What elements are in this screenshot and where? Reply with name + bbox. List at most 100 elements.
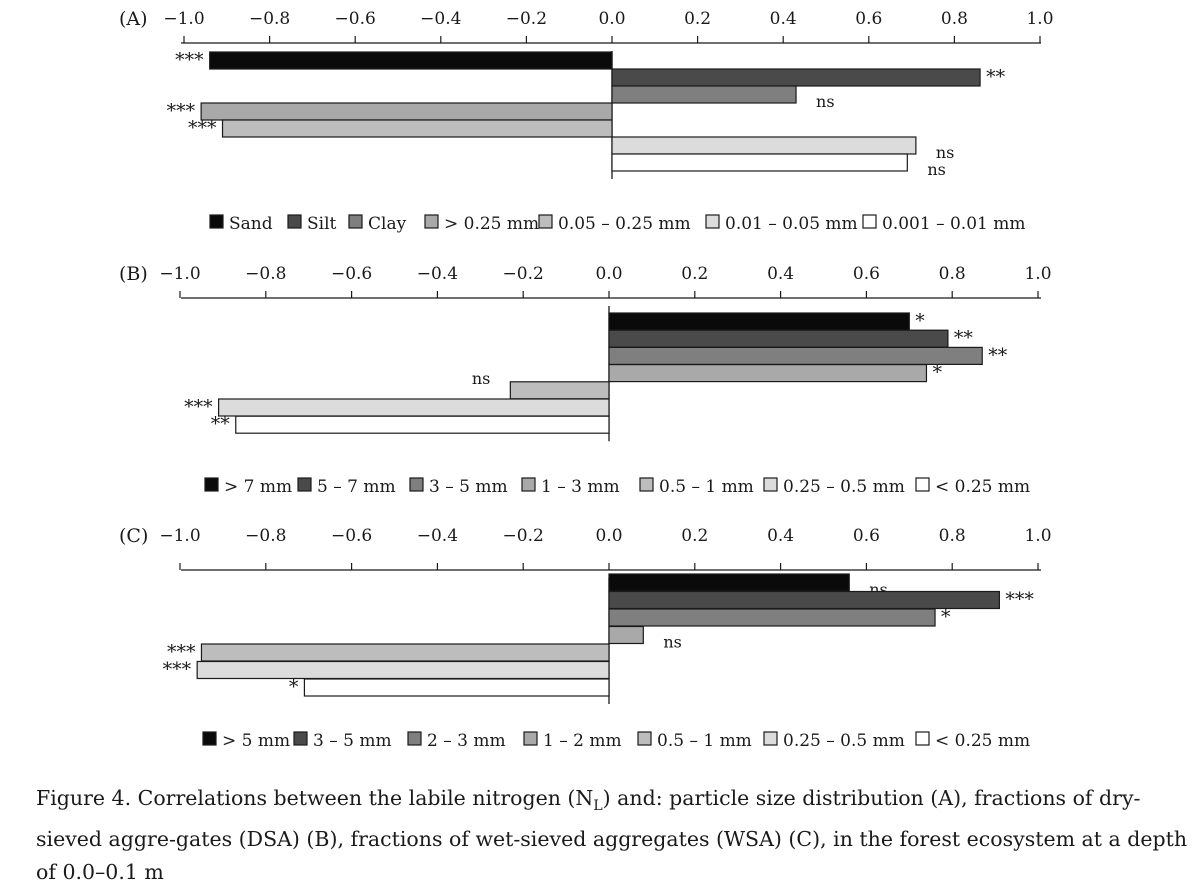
significance-label: ** (988, 344, 1008, 366)
significance-label: * (941, 606, 951, 628)
panel-label: (B) (119, 263, 148, 285)
significance-label: ns (816, 92, 835, 111)
caption-suffix: ) and: particle size distribution (A), f… (36, 786, 1188, 885)
bar (608, 312, 910, 331)
bar (509, 381, 610, 400)
x-tick-label: −0.4 (417, 264, 458, 284)
panel-label: (C) (119, 525, 148, 547)
legend-swatch (763, 731, 778, 746)
bar (608, 573, 850, 592)
bar (218, 398, 610, 417)
significance-label: *** (188, 117, 217, 139)
significance-label: ** (986, 66, 1006, 88)
bar (608, 346, 983, 365)
bar (200, 102, 613, 121)
legend-swatch (915, 731, 930, 746)
legend-swatch (204, 477, 219, 492)
bar (209, 51, 613, 70)
x-tick-label: −1.0 (159, 526, 200, 546)
significance-label: *** (1005, 589, 1034, 611)
legend-label: Sand (229, 214, 273, 234)
bar (611, 136, 917, 155)
bar (196, 660, 610, 680)
significance-label: *** (163, 659, 192, 681)
bar (221, 119, 613, 138)
legend-swatch (202, 731, 217, 746)
bar (608, 364, 928, 383)
caption-subscript: L (593, 798, 603, 815)
x-tick-label: −0.6 (335, 9, 376, 29)
significance-label: *** (167, 100, 196, 122)
panel-b: (B) −1.0 −0.8 −0.6 −0.4 −0.2 0.0 0.2 0.4 0.6 0.8 1.… (119, 263, 1052, 497)
legend-swatch (862, 214, 877, 229)
x-tick-label: 0.0 (598, 9, 625, 29)
bar (608, 329, 949, 348)
x-tick-label: 0.2 (681, 526, 708, 546)
significance-label: ns (663, 633, 682, 652)
legend-swatch (293, 731, 308, 746)
x-tick-label: 0.6 (855, 9, 882, 29)
x-tick-label: −0.8 (245, 264, 286, 284)
legend-swatch (521, 477, 536, 492)
x-tick-label: −0.4 (420, 9, 461, 29)
x-tick-label: −1.0 (159, 264, 200, 284)
legend-swatch (424, 214, 439, 229)
x-tick-label: 0.8 (941, 9, 968, 29)
x-tick-label: 0.0 (595, 526, 622, 546)
bar (303, 678, 610, 697)
legend-label: 0.05 – 0.25 mm (558, 214, 691, 234)
legend-swatch (348, 214, 363, 229)
significance-label: ** (211, 413, 231, 435)
x-tick-label: 1.0 (1024, 264, 1051, 284)
legend-label: 1 – 3 mm (541, 477, 620, 497)
panel-c: (C) −1.0 −0.8 −0.6 −0.4 −0.2 0.0 0.2 0.4 0.6 0.8 1.… (119, 525, 1052, 751)
panel-a: (A) −1.0 −0.8 −0.6 −0.4 −0.2 0.0 0.2 0.4 0.6 0.8 1.… (119, 8, 1054, 234)
legend-label: 3 – 5 mm (313, 731, 392, 751)
significance-label: ns (927, 160, 946, 179)
legend-swatch (705, 214, 720, 229)
caption-prefix: Figure 4. Correlations between the labil… (36, 786, 594, 810)
legend-swatch (915, 477, 930, 492)
legend-label: > 5 mm (222, 731, 290, 751)
x-tick-label: −0.2 (503, 526, 544, 546)
figure-caption: Figure 4. Correlations between the labil… (36, 782, 1196, 889)
significance-label: ** (954, 327, 974, 349)
bar (200, 643, 610, 662)
significance-label: * (915, 310, 925, 332)
legend-label: > 0.25 mm (444, 214, 539, 234)
figure: (A) −1.0 −0.8 −0.6 −0.4 −0.2 0.0 0.2 0.4 0.6 0.8 1.… (119, 8, 1054, 751)
x-tick-label: 0.6 (853, 526, 880, 546)
bar (608, 608, 936, 627)
x-tick-label: 0.2 (684, 9, 711, 29)
x-tick-label: −0.8 (249, 9, 290, 29)
bar (235, 415, 610, 434)
x-tick-label: 0.2 (681, 264, 708, 284)
legend-label: Silt (307, 214, 337, 234)
legend-label: < 0.25 mm (935, 477, 1030, 497)
x-tick-label: 1.0 (1024, 526, 1051, 546)
significance-label: *** (167, 641, 196, 663)
significance-label: ns (936, 143, 955, 162)
x-tick-label: 1.0 (1026, 9, 1053, 29)
legend-label: 2 – 3 mm (427, 731, 506, 751)
significance-label: *** (175, 49, 204, 71)
legend-swatch (538, 214, 553, 229)
legend-swatch (409, 477, 424, 492)
x-tick-label: 0.8 (939, 264, 966, 284)
legend-label: 0.5 – 1 mm (657, 731, 752, 751)
bar (611, 153, 908, 172)
legend-label: 1 – 2 mm (543, 731, 622, 751)
legend-label: 0.001 – 0.01 mm (882, 214, 1025, 234)
x-tick-label: −0.2 (506, 9, 547, 29)
x-tick-label: −0.8 (245, 526, 286, 546)
x-tick-label: 0.4 (770, 9, 797, 29)
legend-label: 5 – 7 mm (317, 477, 396, 497)
legend-swatch (639, 477, 654, 492)
x-tick-label: 0.0 (595, 264, 622, 284)
x-tick-label: −0.4 (417, 526, 458, 546)
legend-label: < 0.25 mm (935, 731, 1030, 751)
legend-label: 3 – 5 mm (429, 477, 508, 497)
significance-label: * (932, 362, 942, 384)
legend-label: Clay (368, 214, 407, 234)
legend-swatch (209, 214, 224, 229)
